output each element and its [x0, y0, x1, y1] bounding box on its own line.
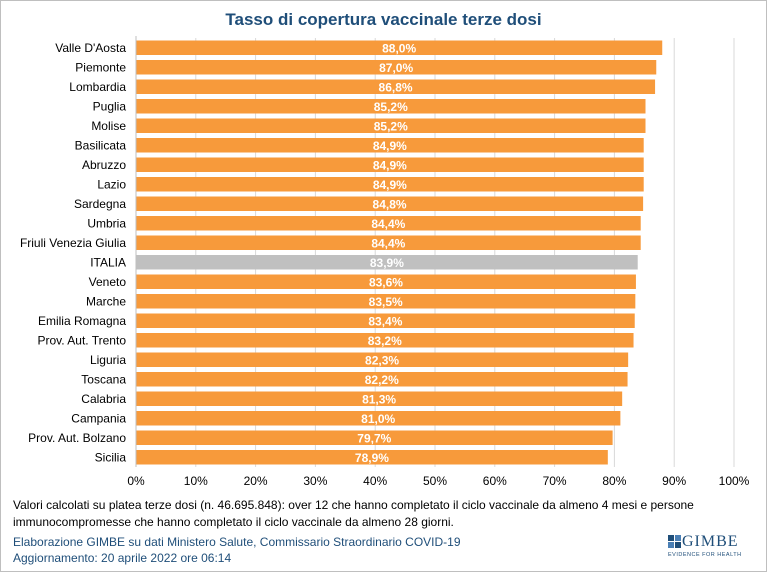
category-label: Friuli Venezia Giulia: [20, 236, 126, 250]
bar: [136, 235, 641, 250]
category-label: Marche: [86, 294, 126, 308]
bar: [136, 157, 644, 172]
category-label: Sardegna: [74, 197, 126, 211]
category-label: Campania: [71, 411, 126, 425]
category-label: Valle D'Aosta: [55, 41, 126, 55]
source-text: Elaborazione GIMBE su dati Ministero Sal…: [13, 534, 461, 566]
data-label: 87,0%: [379, 61, 413, 75]
bar: [136, 333, 634, 348]
data-label: 81,0%: [361, 412, 395, 426]
category-label: Basilicata: [75, 138, 127, 152]
category-label: Liguria: [90, 353, 126, 367]
x-tick-label: 70%: [543, 474, 567, 488]
category-label: Piemonte: [75, 60, 126, 74]
bar: [136, 99, 646, 114]
category-label: Veneto: [89, 275, 127, 289]
data-label: 83,2%: [368, 334, 402, 348]
bar: [136, 391, 623, 406]
bar: [136, 216, 641, 231]
category-label: Puglia: [93, 99, 127, 113]
category-label: Sicilia: [95, 450, 127, 464]
category-label: Calabria: [81, 392, 126, 406]
category-label: Emilia Romagna: [38, 314, 126, 328]
category-label: Umbria: [87, 216, 126, 230]
x-tick-label: 0%: [127, 474, 145, 488]
bar: [136, 274, 636, 289]
data-label: 84,9%: [373, 139, 407, 153]
bar: [136, 294, 636, 309]
category-label: Molise: [91, 119, 126, 133]
x-tick-label: 80%: [602, 474, 626, 488]
data-label: 83,4%: [368, 314, 402, 328]
bar-chart: 0% 10% 20% 30% 40% 50% 60% 70% 80% 90% 100% Valle D…: [20, 36, 750, 488]
bar: [136, 196, 644, 211]
data-label: 88,0%: [382, 41, 416, 55]
data-label: 84,9%: [373, 178, 407, 192]
category-label: Lazio: [97, 177, 126, 191]
bar: [136, 411, 621, 426]
data-label: 84,4%: [371, 236, 405, 250]
data-label: 78,9%: [355, 451, 389, 465]
bar: [136, 79, 656, 94]
data-label: 82,3%: [365, 353, 399, 367]
bar: [136, 40, 663, 55]
category-label: Prov. Aut. Bolzano: [28, 431, 126, 445]
x-tick-label: 60%: [483, 474, 507, 488]
chart-title: Tasso di copertura vaccinale terze dosi: [225, 10, 542, 29]
bar: [136, 430, 613, 445]
source-line-1: Elaborazione GIMBE su dati Ministero Sal…: [13, 535, 461, 549]
x-tick-label: 40%: [363, 474, 387, 488]
data-label: 84,9%: [373, 158, 407, 172]
x-tick-label: 20%: [244, 474, 268, 488]
data-label: 84,4%: [371, 217, 405, 231]
logo-word: GIMBE: [682, 533, 739, 550]
category-label: Lombardia: [69, 80, 126, 94]
data-label: 83,6%: [369, 275, 403, 289]
bar: [136, 450, 608, 465]
x-tick-label: 90%: [662, 474, 686, 488]
data-label: 81,3%: [362, 392, 396, 406]
bar: [136, 177, 644, 192]
gimbe-logo: GIMBE EVIDENCE FOR HEALTH: [668, 533, 758, 558]
bar: [136, 313, 635, 328]
category-label: Toscana: [81, 372, 126, 386]
data-label: 83,5%: [369, 295, 403, 309]
x-tick-label: 50%: [423, 474, 447, 488]
bar: [136, 60, 657, 75]
x-tick-label: 30%: [303, 474, 327, 488]
bar: [136, 255, 638, 270]
data-label: 85,2%: [374, 119, 408, 133]
data-label: 86,8%: [379, 80, 413, 94]
bar: [136, 138, 644, 153]
data-label: 85,2%: [374, 100, 408, 114]
source-line-2: Aggiornamento: 20 aprile 2022 ore 06:14: [13, 551, 232, 565]
data-label: 79,7%: [357, 431, 391, 445]
bar: [136, 118, 646, 133]
x-tick-label: 10%: [184, 474, 208, 488]
category-label: Prov. Aut. Trento: [38, 333, 127, 347]
footnote: Valori calcolati su platea terze dosi (n…: [13, 498, 694, 529]
data-label: 83,9%: [370, 256, 404, 270]
category-label: Abruzzo: [82, 158, 126, 172]
category-label: ITALIA: [90, 255, 126, 269]
bar: [136, 372, 628, 387]
data-label: 84,8%: [373, 197, 407, 211]
x-tick-label: 100%: [719, 474, 750, 488]
gimbe-mark-icon: [668, 535, 681, 548]
logo-tagline: EVIDENCE FOR HEALTH: [668, 552, 742, 558]
data-label: 82,2%: [365, 373, 399, 387]
bar: [136, 352, 629, 367]
